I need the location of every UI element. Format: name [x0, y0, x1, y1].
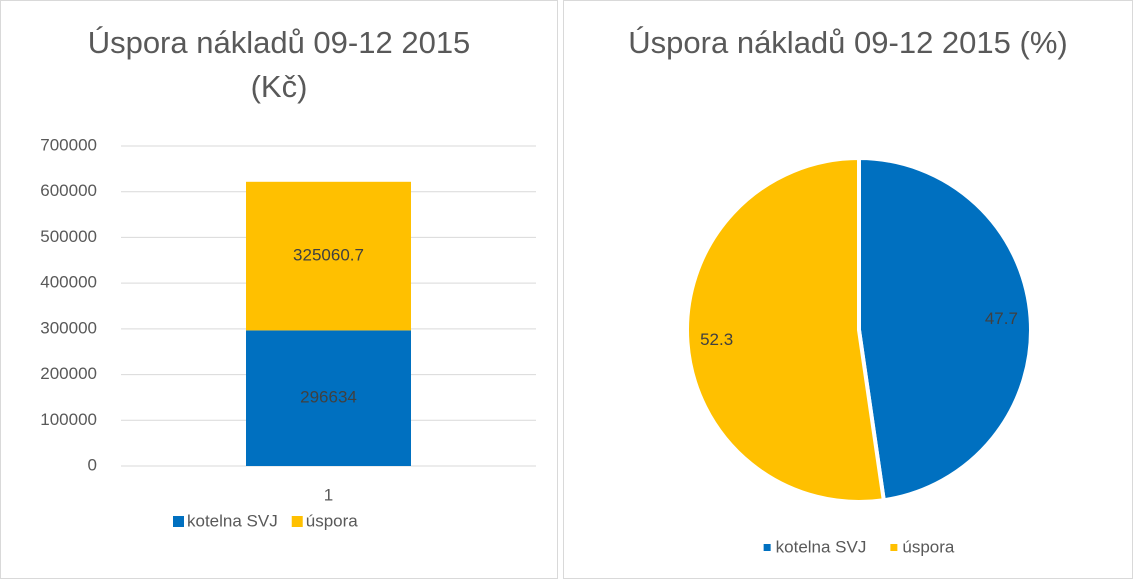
data-label: 47.7: [985, 309, 1018, 328]
chart: 47.7 52.3 kotelna SVJ úspora: [685, 155, 1033, 556]
pie-slice: [685, 155, 887, 504]
legend-label: úspora: [902, 537, 955, 556]
legend-swatch: [763, 544, 771, 551]
y-tick-label: 500000: [40, 227, 97, 246]
x-tick-label: 1: [324, 485, 333, 504]
legend-swatch: [291, 516, 303, 527]
chart: 0 100000 200000 300000 400000 500000 600000 700…: [40, 135, 536, 530]
y-tick-label: 600000: [40, 181, 97, 200]
legend-label: kotelna SVJ: [776, 537, 867, 556]
legend-label: úspora: [306, 511, 359, 530]
y-tick-label: 300000: [40, 318, 97, 337]
pie-slice: [857, 155, 1033, 503]
chart-title: Úspora nákladů 09-12 2015 (%): [628, 25, 1068, 60]
data-label: 52.3: [700, 330, 733, 349]
y-tick-label: 0: [88, 455, 97, 474]
y-tick-label: 100000: [40, 410, 97, 429]
y-tick-label: 200000: [40, 364, 97, 383]
legend-label: kotelna SVJ: [187, 511, 278, 530]
chart-panel: Úspora nákladů 09-12 2015 (%) 47.7 52.3 ko…: [563, 0, 1133, 579]
data-label: 325060.7: [293, 246, 364, 265]
legend-swatch: [173, 516, 184, 527]
bar-segment: [246, 330, 411, 466]
legend-swatch: [890, 544, 898, 551]
bar-segment: [246, 181, 411, 331]
y-tick-label: 400000: [40, 273, 97, 292]
y-tick-label: 700000: [40, 135, 97, 154]
chart-panel: Úspora nákladů 09-12 2015 (Kč) 0 100000 20…: [0, 0, 558, 579]
data-label: 296634: [300, 388, 357, 407]
chart-title: Úspora nákladů 09-12 2015 (Kč): [87, 25, 471, 104]
